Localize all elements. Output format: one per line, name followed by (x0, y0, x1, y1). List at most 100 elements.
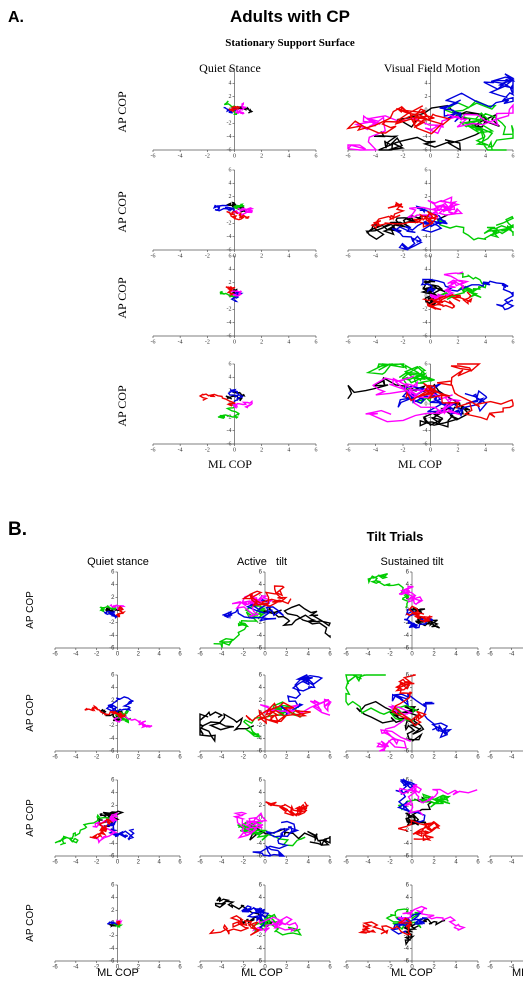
y-axis-label: AP COP (25, 694, 36, 732)
y-tick-label: 6 (406, 778, 410, 784)
x-tick-label: 0 (410, 860, 414, 866)
x-tick-label: -6 (346, 447, 351, 453)
x-tick-label: 0 (233, 153, 236, 159)
x-tick-label: -4 (73, 860, 79, 866)
trace (208, 915, 261, 936)
x-tick-label: -6 (197, 965, 203, 971)
y-tick-label: 6 (425, 253, 428, 259)
y-tick-label: -4 (404, 633, 410, 639)
x-tick-label: -6 (343, 860, 349, 866)
x-tick-label: 4 (484, 339, 487, 345)
x-tick-label: 2 (137, 755, 141, 761)
trace (212, 204, 235, 214)
x-tick-label: -6 (346, 153, 351, 159)
y-tick-label: -2 (109, 620, 115, 626)
x-tick-label: -6 (343, 755, 349, 761)
y-tick-label: 6 (111, 673, 115, 679)
x-tick-label: 2 (285, 965, 289, 971)
x-tick-label: 6 (178, 965, 182, 971)
x-tick-label: 2 (137, 965, 141, 971)
y-tick-label: -4 (227, 320, 232, 326)
x-tick-label: 0 (263, 755, 267, 761)
x-tick-label: 2 (457, 153, 460, 159)
trace (347, 103, 514, 151)
trace (226, 210, 250, 221)
trace (115, 605, 126, 618)
y-tick-label: -2 (109, 933, 115, 939)
y-tick-label: 4 (229, 181, 232, 187)
trace (439, 73, 516, 123)
x-tick-label: -6 (52, 755, 58, 761)
x-tick-label: -2 (387, 755, 393, 761)
x-tick-label: 4 (287, 339, 290, 345)
y-tick-label: -2 (404, 620, 410, 626)
y-tick-label: 6 (229, 167, 232, 173)
x-tick-label: -6 (343, 652, 349, 658)
trace (234, 101, 247, 115)
y-tick-label: -6 (404, 749, 410, 755)
trace (228, 289, 243, 297)
y-tick-label: -2 (227, 307, 232, 313)
x-tick-label: -6 (151, 339, 156, 345)
y-tick-label: -2 (257, 828, 263, 834)
y-tick-label: -6 (109, 646, 115, 652)
trace (398, 783, 478, 817)
trace (228, 105, 241, 112)
x-tick-label: -4 (365, 652, 371, 658)
y-tick-label: -6 (257, 959, 263, 965)
x-tick-label: 2 (432, 652, 436, 658)
x-tick-label: -6 (197, 860, 203, 866)
trace (345, 105, 452, 135)
x-tick-label: 2 (457, 447, 460, 453)
x-tick-label: 0 (429, 339, 432, 345)
x-tick-label: -2 (241, 755, 247, 761)
trace (421, 291, 473, 311)
x-tick-label: -2 (387, 860, 393, 866)
trace (370, 201, 439, 230)
panel-title: Tilt Trials (367, 529, 424, 544)
y-axis-label: AP COP (25, 904, 36, 942)
y-tick-label: 6 (111, 778, 115, 784)
y-tick-label: -6 (404, 646, 410, 652)
y-tick-label: -4 (227, 234, 232, 240)
trace (398, 819, 441, 842)
y-tick-label: 4 (111, 582, 115, 588)
x-tick-label: -6 (346, 339, 351, 345)
x-tick-label: 4 (157, 965, 161, 971)
x-tick-label: 2 (285, 860, 289, 866)
x-tick-label: -6 (151, 153, 156, 159)
x-tick-label: 2 (260, 447, 263, 453)
y-tick-label: 4 (406, 895, 410, 901)
trace (258, 603, 331, 639)
trace (251, 915, 299, 933)
x-tick-label: -2 (94, 965, 100, 971)
y-tick-label: 4 (425, 81, 428, 87)
panel-title: Adults with CP (230, 7, 350, 26)
x-tick-label: 4 (454, 860, 458, 866)
x-tick-label: -4 (509, 860, 515, 866)
x-tick-label: -2 (94, 860, 100, 866)
y-tick-label: 2 (406, 803, 410, 809)
x-tick-label: 0 (116, 965, 120, 971)
x-tick-label: 4 (307, 965, 311, 971)
x-tick-label: 6 (315, 153, 318, 159)
x-tick-label: 4 (454, 652, 458, 658)
x-tick-label: -4 (365, 860, 371, 866)
y-tick-label: -4 (257, 946, 263, 952)
x-tick-label: 6 (315, 253, 318, 259)
y-tick-label: 4 (425, 267, 428, 273)
y-tick-label: 0 (259, 711, 263, 717)
y-tick-label: -6 (404, 854, 410, 860)
column-header: Quiet stance (87, 556, 149, 568)
y-tick-label: 6 (406, 883, 410, 889)
x-tick-label: 4 (454, 755, 458, 761)
y-tick-label: 4 (111, 685, 115, 691)
x-tick-label: 0 (429, 153, 432, 159)
y-tick-label: 6 (259, 673, 263, 679)
x-tick-label: -4 (509, 965, 515, 971)
x-tick-label: -6 (346, 253, 351, 259)
x-tick-label: -4 (219, 965, 225, 971)
trace (89, 818, 113, 840)
x-axis-label: ML COP (97, 967, 139, 979)
